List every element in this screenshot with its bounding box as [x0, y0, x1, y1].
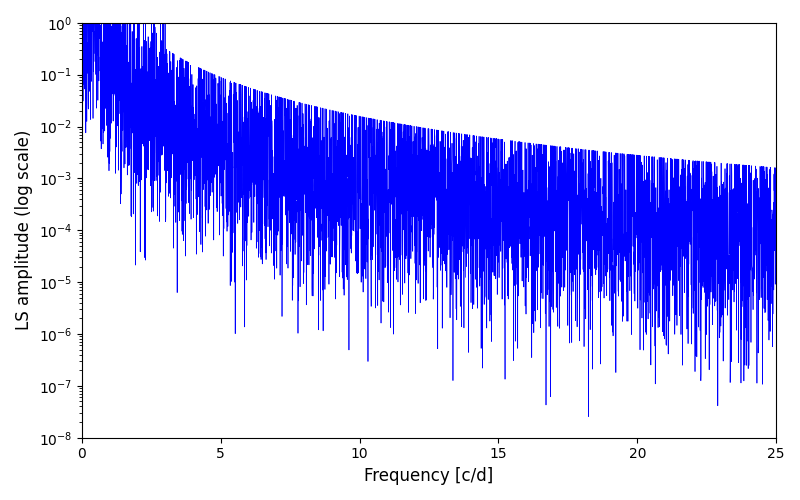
- X-axis label: Frequency [c/d]: Frequency [c/d]: [364, 467, 494, 485]
- Y-axis label: LS amplitude (log scale): LS amplitude (log scale): [15, 130, 33, 330]
